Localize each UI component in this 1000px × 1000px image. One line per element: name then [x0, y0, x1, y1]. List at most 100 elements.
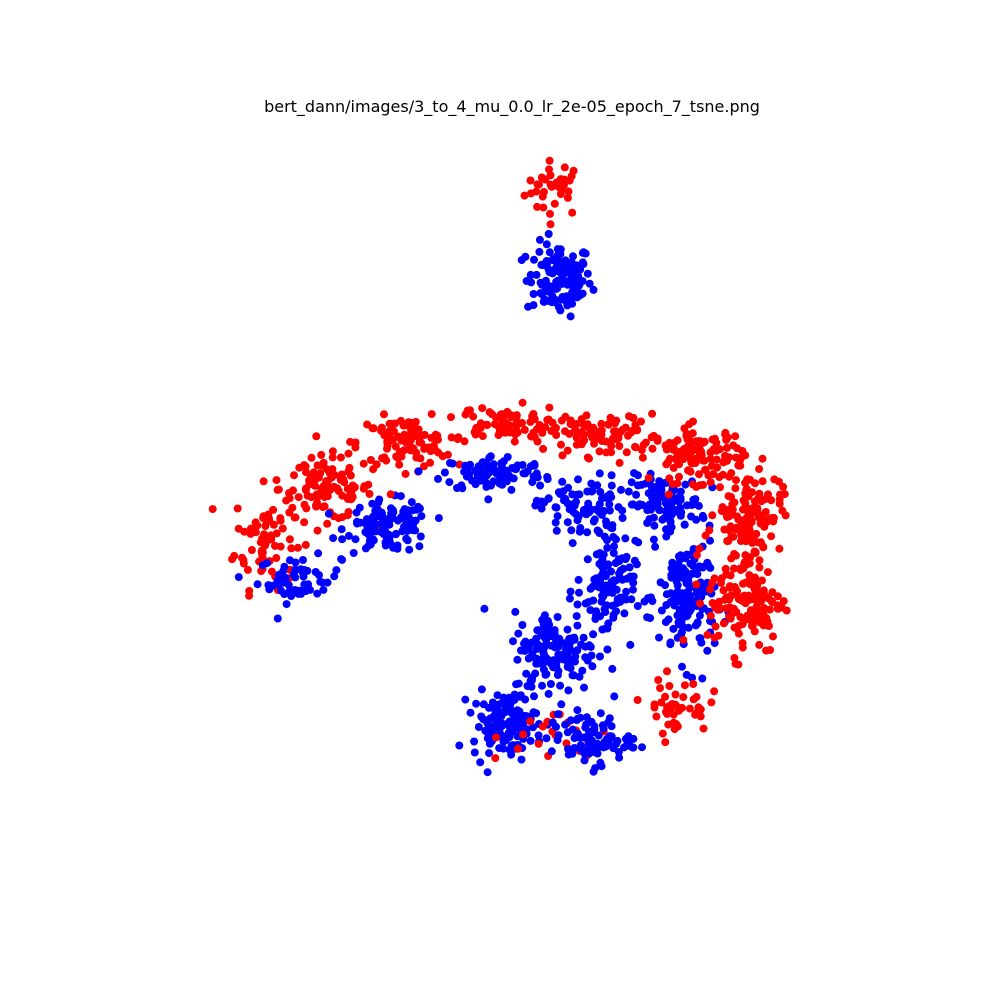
- scatter-point: [673, 581, 682, 590]
- scatter-point: [415, 542, 424, 551]
- scatter-point: [633, 696, 642, 704]
- scatter-point: [352, 508, 361, 517]
- scatter-point: [594, 582, 603, 591]
- scatter-point: [759, 621, 768, 630]
- scatter-point: [637, 446, 646, 454]
- scatter-point: [602, 561, 610, 570]
- scatter-point: [739, 579, 747, 588]
- scatter-point: [324, 509, 333, 518]
- scatter-point: [546, 220, 555, 229]
- scatter-point: [300, 500, 309, 509]
- scatter-point: [568, 725, 577, 734]
- scatter-point: [273, 485, 282, 494]
- cluster-source-arc-upper-left: [273, 432, 383, 535]
- scatter-point: [587, 651, 596, 660]
- scatter-point: [208, 505, 217, 514]
- scatter-point: [445, 478, 454, 487]
- scatter-point: [574, 475, 582, 484]
- scatter-point: [411, 526, 420, 535]
- scatter-point: [492, 733, 500, 742]
- scatter-point: [558, 451, 567, 460]
- scatter-point: [707, 698, 716, 707]
- scatter-point: [573, 646, 582, 655]
- scatter-point: [751, 479, 759, 488]
- scatter-point: [553, 736, 562, 745]
- scatter-point: [440, 468, 449, 477]
- scatter-point: [695, 611, 704, 620]
- scatter-point: [726, 583, 735, 592]
- scatter-point: [566, 716, 575, 725]
- scatter-point: [773, 604, 782, 613]
- scatter-point: [591, 615, 600, 623]
- scatter-point: [722, 443, 731, 452]
- scatter-point: [780, 490, 789, 499]
- scatter-point: [380, 410, 388, 419]
- scatter-point: [603, 543, 612, 552]
- scatter-point: [547, 641, 556, 650]
- scatter-point: [293, 543, 302, 552]
- scatter-point: [649, 535, 658, 544]
- scatter-point: [590, 439, 598, 448]
- scatter-point: [664, 490, 673, 499]
- scatter-point: [517, 646, 525, 655]
- scatter-point: [756, 588, 765, 597]
- scatter-point: [539, 620, 548, 629]
- scatter-point: [740, 591, 749, 600]
- scatter-point: [548, 718, 557, 727]
- scatter-point: [666, 638, 675, 647]
- chart-title: bert_dann/images/3_to_4_mu_0.0_lr_2e-05_…: [264, 97, 760, 117]
- scatter-point: [596, 652, 604, 661]
- scatter-point: [317, 450, 326, 459]
- scatter-point: [681, 480, 690, 489]
- scatter-point: [547, 747, 556, 756]
- scatter-point: [684, 577, 693, 585]
- scatter-point: [526, 676, 535, 685]
- scatter-point: [737, 453, 746, 462]
- scatter-point: [706, 585, 714, 594]
- scatter-point: [653, 499, 662, 508]
- scatter-point: [230, 551, 239, 560]
- scatter-point: [741, 551, 750, 560]
- scatter-point: [686, 592, 694, 601]
- scatter-point: [337, 525, 346, 534]
- scatter-point: [733, 512, 742, 521]
- scatter-point: [533, 202, 542, 211]
- scatter-point: [627, 478, 636, 487]
- scatter-point: [579, 633, 588, 642]
- scatter-point: [532, 270, 541, 279]
- scatter-point: [514, 744, 522, 753]
- scatter-point: [368, 499, 377, 508]
- scatter-point: [725, 472, 734, 481]
- scatter-point: [746, 610, 754, 619]
- scatter-point: [672, 456, 681, 465]
- scatter-point: [673, 722, 682, 731]
- scatter-point: [393, 544, 402, 553]
- scatter-point: [361, 528, 370, 537]
- scatter-point: [542, 734, 551, 743]
- scatter-point: [695, 470, 703, 479]
- scatter-point: [315, 571, 323, 580]
- scatter-point: [518, 621, 527, 629]
- scatter-point: [534, 731, 543, 740]
- scatter-point: [495, 744, 504, 753]
- scatter-point: [630, 556, 639, 565]
- scatter-point: [535, 235, 544, 244]
- scatter-point: [343, 511, 352, 520]
- scatter-point: [448, 459, 457, 468]
- scatter-point: [509, 474, 518, 483]
- scatter-point: [403, 536, 412, 545]
- scatter-point: [258, 553, 267, 562]
- plot-area: [208, 156, 791, 777]
- scatter-point: [344, 531, 353, 540]
- scatter-point: [584, 598, 593, 606]
- scatter-point: [485, 703, 493, 712]
- scatter-point: [644, 474, 653, 482]
- scatter-point: [650, 483, 659, 491]
- scatter-point: [316, 577, 325, 586]
- scatter-point: [489, 477, 498, 486]
- scatter-point: [514, 629, 523, 638]
- scatter-point: [499, 737, 508, 746]
- scatter-point: [571, 733, 580, 742]
- scatter-point: [608, 664, 617, 673]
- scatter-point: [554, 264, 563, 273]
